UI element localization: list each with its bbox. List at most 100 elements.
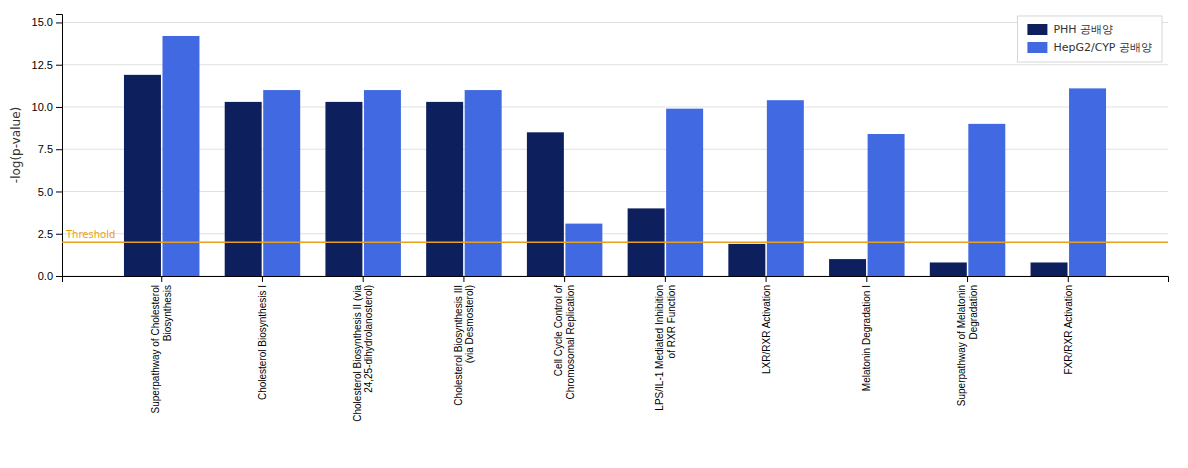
bar <box>162 36 199 276</box>
x-axis: Superpathway of CholesterolBiosynthesis C… <box>63 276 1169 422</box>
bar <box>426 102 463 276</box>
bar <box>225 102 262 276</box>
x-tick-label: Cell Cycle Control ofChromosomal Replica… <box>553 285 576 400</box>
bar <box>868 134 905 276</box>
x-tick-label-line: 24,25-dihydrolanosterol) <box>363 285 374 393</box>
x-tick-label-line: Degradation <box>968 285 979 339</box>
legend-swatch <box>1027 42 1047 53</box>
x-tick: FXR/RXR Activation <box>1063 276 1074 374</box>
x-tick-label-line: LPS/IL-1 Mediated Inhibition <box>654 285 665 411</box>
legend-item: PHH 공배양 <box>1027 23 1113 36</box>
legend-item: HepG2/CYP 공배양 <box>1027 41 1152 54</box>
x-tick-label-line: Chromosomal Replication <box>565 285 576 400</box>
x-tick-mark <box>262 276 263 282</box>
x-tick: Cholesterol Biosynthesis II (via24,25-di… <box>352 276 375 422</box>
bar <box>968 124 1005 276</box>
y-tick-label: 0.0 <box>38 270 53 282</box>
grid-line <box>62 64 1168 65</box>
x-tick-label-line: of RXR Function <box>666 285 677 358</box>
y-tick: 10.0 <box>32 101 62 113</box>
bar <box>767 100 804 276</box>
x-tick-mark <box>1068 276 1069 282</box>
y-axis-title: -log(p-value) <box>9 107 23 183</box>
legend-label: PHH 공배양 <box>1053 23 1113 36</box>
bar <box>263 90 300 276</box>
x-tick-mark <box>665 276 666 282</box>
chart: 0.0 2.5 5.0 7.5 10.0 12.5 15.0 Superpathway of … <box>0 0 1188 468</box>
x-tick-label-line: Superpathway of Melatonin <box>956 285 967 406</box>
bar <box>124 75 161 276</box>
y-tick: 12.5 <box>32 59 62 71</box>
bar <box>527 132 564 276</box>
bar <box>829 259 866 276</box>
legend: PHH 공배양 HepG2/CYP 공배양 <box>1017 16 1162 62</box>
y-tick-mark <box>56 276 62 277</box>
y-axis: 0.0 2.5 5.0 7.5 10.0 12.5 15.0 <box>32 15 63 283</box>
grid-line <box>62 22 1168 23</box>
x-tick-mark <box>866 276 867 282</box>
x-tick-mark <box>967 276 968 282</box>
y-tick-label: 2.5 <box>38 228 53 240</box>
marks <box>62 36 1168 276</box>
x-tick-label-line: Cholesterol Biosynthesis III <box>453 285 464 406</box>
x-tick-label-line: Cell Cycle Control of <box>553 285 564 376</box>
y-tick-mark <box>56 65 62 66</box>
bar <box>325 102 362 276</box>
y-tick-label: 10.0 <box>32 101 53 113</box>
grid <box>62 22 1168 276</box>
y-tick: 5.0 <box>38 186 62 198</box>
threshold-line <box>62 241 1168 243</box>
x-tick: Superpathway of MelatoninDegradation <box>956 276 979 406</box>
x-tick-label-line: Melatonin Degradation I <box>861 285 872 391</box>
bar <box>666 109 703 276</box>
bar <box>728 244 765 276</box>
x-tick: Cell Cycle Control ofChromosomal Replica… <box>553 276 576 400</box>
y-tick: 15.0 <box>32 16 62 28</box>
legend-frame <box>1017 16 1162 62</box>
bar <box>364 90 401 276</box>
y-tick: 7.5 <box>38 143 62 155</box>
y-tick-mark <box>56 191 62 192</box>
x-tick-label-line: Cholesterol Biosynthesis II (via <box>352 285 363 422</box>
x-tick: Cholesterol Biosynthesis I <box>257 276 268 400</box>
y-axis-line <box>56 15 63 277</box>
x-tick-label: Superpathway of CholesterolBiosynthesis <box>150 285 173 413</box>
y-tick: 2.5 <box>38 228 62 240</box>
plot-area: 0.0 2.5 5.0 7.5 10.0 12.5 15.0 Superpathway of … <box>32 15 1169 422</box>
x-tick-label: Cholesterol Biosynthesis II (via24,25-di… <box>352 285 375 422</box>
bar <box>1069 88 1106 276</box>
threshold-label: Threshold <box>65 229 115 240</box>
x-tick: Superpathway of CholesterolBiosynthesis <box>150 276 173 413</box>
x-tick: Melatonin Degradation I <box>861 276 872 391</box>
x-tick: LXR/RXR Activation <box>761 276 772 374</box>
y-tick-mark <box>56 234 62 235</box>
x-tick-label-line: LXR/RXR Activation <box>761 285 772 374</box>
y-tick-mark <box>56 149 62 150</box>
x-tick-label: Superpathway of MelatoninDegradation <box>956 285 979 406</box>
x-tick-label: LXR/RXR Activation <box>761 285 772 374</box>
y-tick-label: 7.5 <box>38 143 53 155</box>
x-tick-label-line: FXR/RXR Activation <box>1063 285 1074 374</box>
x-tick-label: Cholesterol Biosynthesis III(via Desmost… <box>453 285 476 406</box>
x-tick-label: LPS/IL-1 Mediated Inhibitionof RXR Funct… <box>654 285 677 411</box>
bar <box>1031 262 1068 276</box>
x-tick-label-line: Biosynthesis <box>162 285 173 341</box>
x-tick-label-line: (via Desmosterol) <box>464 285 475 363</box>
x-tick-label: Cholesterol Biosynthesis I <box>257 285 268 400</box>
legend-swatch <box>1027 24 1047 35</box>
x-tick: Cholesterol Biosynthesis III(via Desmost… <box>453 276 476 406</box>
bar <box>930 262 967 276</box>
x-tick-label-line: Superpathway of Cholesterol <box>150 285 161 413</box>
y-tick-label: 12.5 <box>32 59 53 71</box>
y-tick-mark <box>56 107 62 108</box>
x-tick-mark <box>161 276 162 282</box>
x-tick-label: Melatonin Degradation I <box>861 285 872 391</box>
y-tick: 0.0 <box>38 270 62 282</box>
series <box>162 36 1106 276</box>
x-tick-mark <box>463 276 464 282</box>
x-tick-mark <box>363 276 364 282</box>
y-tick-label: 5.0 <box>38 186 53 198</box>
x-axis-line <box>63 277 1169 283</box>
y-tick-mark <box>56 22 62 23</box>
x-tick-label: FXR/RXR Activation <box>1063 285 1074 374</box>
